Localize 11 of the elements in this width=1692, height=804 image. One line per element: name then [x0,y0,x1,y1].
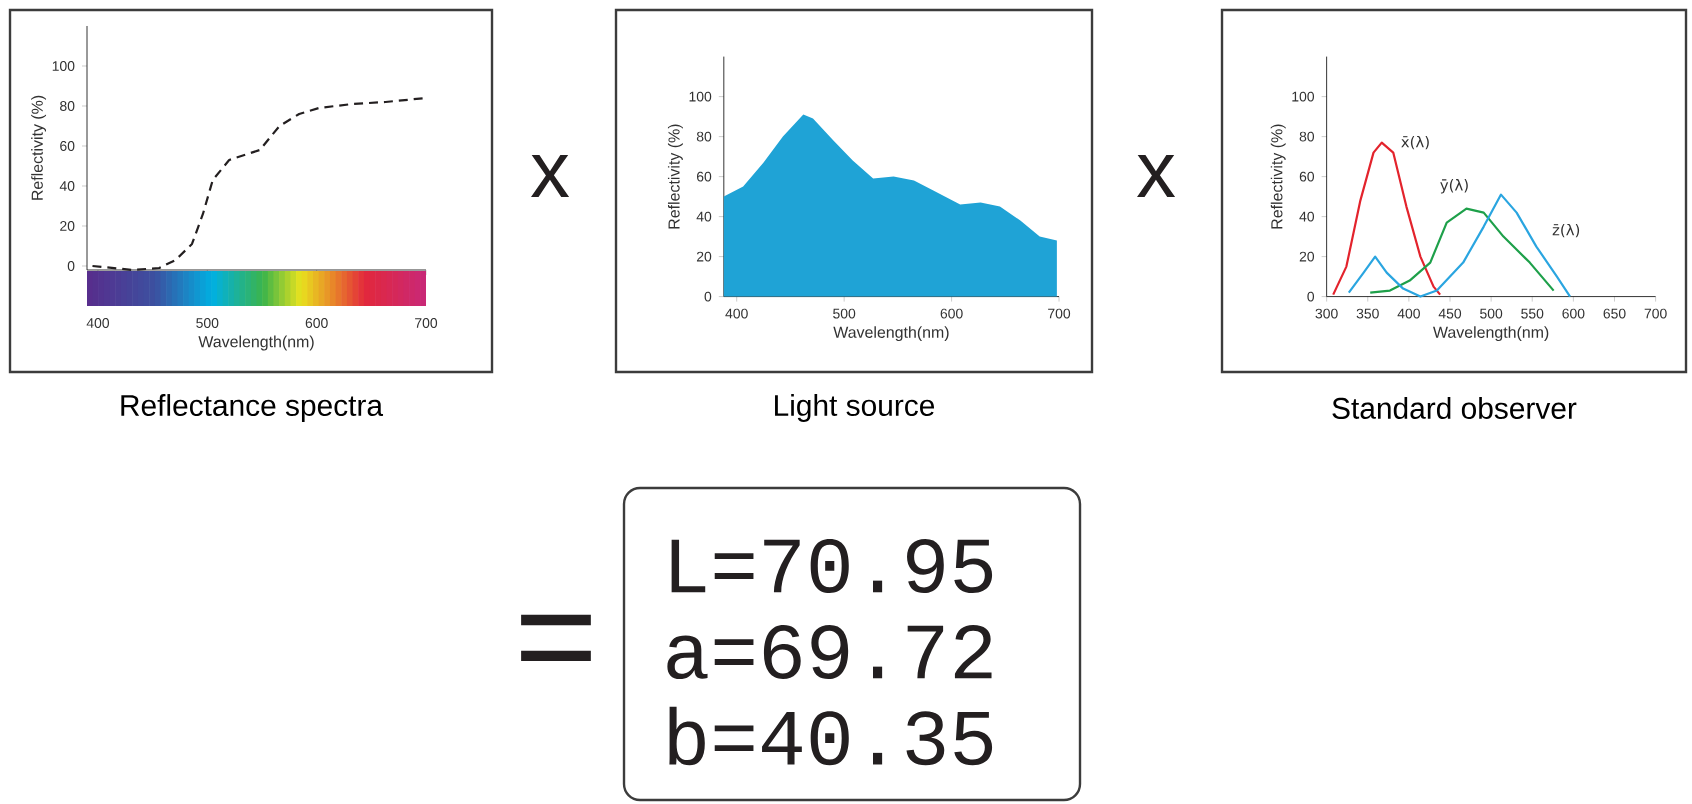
text: Standard observer [1332,397,1577,419]
text: Light source [775,394,935,422]
text: x [1136,154,1176,198]
text: a=69.72 [667,624,992,680]
text: = [521,614,591,662]
text: b=40.35 [669,706,993,766]
line-series [91,96,428,272]
text: Reflectance spectra [121,394,384,422]
text: x [530,154,570,198]
line-series [1369,207,1555,294]
text: L=70.95 [671,538,993,594]
